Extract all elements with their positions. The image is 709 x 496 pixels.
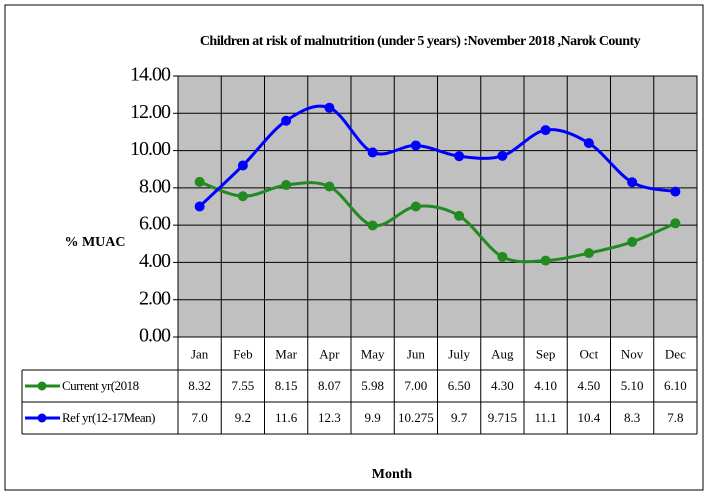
y-tick-label: 4.00 <box>139 250 171 272</box>
data-point <box>454 210 465 221</box>
table-value: 10.275 <box>398 410 434 425</box>
table-value: 4.50 <box>578 378 601 393</box>
data-point <box>540 255 551 266</box>
y-tick-label: 12.00 <box>130 101 171 123</box>
table-value: 11.1 <box>534 410 556 425</box>
table-value: 8.3 <box>624 410 640 425</box>
x-tick-label: Mar <box>275 346 297 361</box>
table-value: 10.4 <box>578 410 601 425</box>
data-point <box>627 177 638 188</box>
data-point <box>281 115 292 126</box>
data-point <box>367 220 378 231</box>
legend-marker <box>37 381 47 391</box>
table-value: 9.2 <box>235 410 251 425</box>
table-value: 4.30 <box>491 378 514 393</box>
data-point <box>583 138 594 149</box>
table-value: 8.32 <box>188 378 211 393</box>
table-value: 9.7 <box>451 410 468 425</box>
table-value: 9.715 <box>488 410 517 425</box>
x-tick-label: Jan <box>191 346 209 361</box>
data-point <box>497 251 508 262</box>
x-tick-label: Sep <box>536 346 556 361</box>
table-value: 7.0 <box>192 410 208 425</box>
table-value: 4.10 <box>534 378 557 393</box>
table-value: 5.10 <box>621 378 644 393</box>
x-tick-label: Dec <box>665 346 686 361</box>
data-point <box>237 191 248 202</box>
x-tick-label: May <box>361 346 385 361</box>
x-tick-label: July <box>448 346 470 361</box>
data-point <box>540 125 551 136</box>
table-value: 8.07 <box>318 378 341 393</box>
x-tick-label: Aug <box>491 346 514 361</box>
table-value: 7.8 <box>667 410 683 425</box>
table-value: 6.10 <box>664 378 687 393</box>
legend-label: Ref yr(12-17Mean) <box>62 410 155 425</box>
data-point <box>627 236 638 247</box>
table-value: 6.50 <box>448 378 471 393</box>
table-value: 5.98 <box>361 378 384 393</box>
data-point <box>497 150 508 161</box>
table-value: 11.6 <box>275 410 298 425</box>
data-point <box>194 201 205 212</box>
data-point <box>367 147 378 158</box>
chart-title: Children at risk of malnutrition (under … <box>200 34 641 49</box>
legend-marker <box>37 413 47 423</box>
x-tick-label: Oct <box>579 346 598 361</box>
x-tick-label: Apr <box>319 346 340 361</box>
data-point <box>410 201 421 212</box>
data-point <box>324 102 335 113</box>
y-tick-label: 2.00 <box>139 287 171 309</box>
data-point <box>670 186 681 197</box>
y-tick-label: 0.00 <box>139 325 171 347</box>
y-tick-label: 10.00 <box>130 138 171 160</box>
table-value: 7.00 <box>405 378 428 393</box>
data-point <box>454 151 465 162</box>
y-axis-label: % MUAC <box>64 235 125 250</box>
table-value: 7.55 <box>232 378 255 393</box>
table-value: 12.3 <box>318 410 341 425</box>
data-point <box>670 218 681 229</box>
data-point <box>281 180 292 191</box>
x-tick-label: Feb <box>233 346 253 361</box>
x-axis-label: Month <box>372 467 413 482</box>
data-point <box>237 160 248 171</box>
table-value: 8.15 <box>275 378 298 393</box>
table-value: 9.9 <box>365 410 381 425</box>
data-point <box>583 248 594 259</box>
data-point <box>194 176 205 187</box>
x-tick-label: Nov <box>621 346 644 361</box>
y-tick-label: 14.00 <box>130 64 171 86</box>
x-tick-label: Jun <box>407 346 426 361</box>
legend-label: Current yr(2018 <box>62 378 139 393</box>
data-point <box>410 140 421 151</box>
y-tick-label: 8.00 <box>139 175 171 197</box>
y-tick-label: 6.00 <box>139 213 171 235</box>
data-point <box>324 181 335 192</box>
